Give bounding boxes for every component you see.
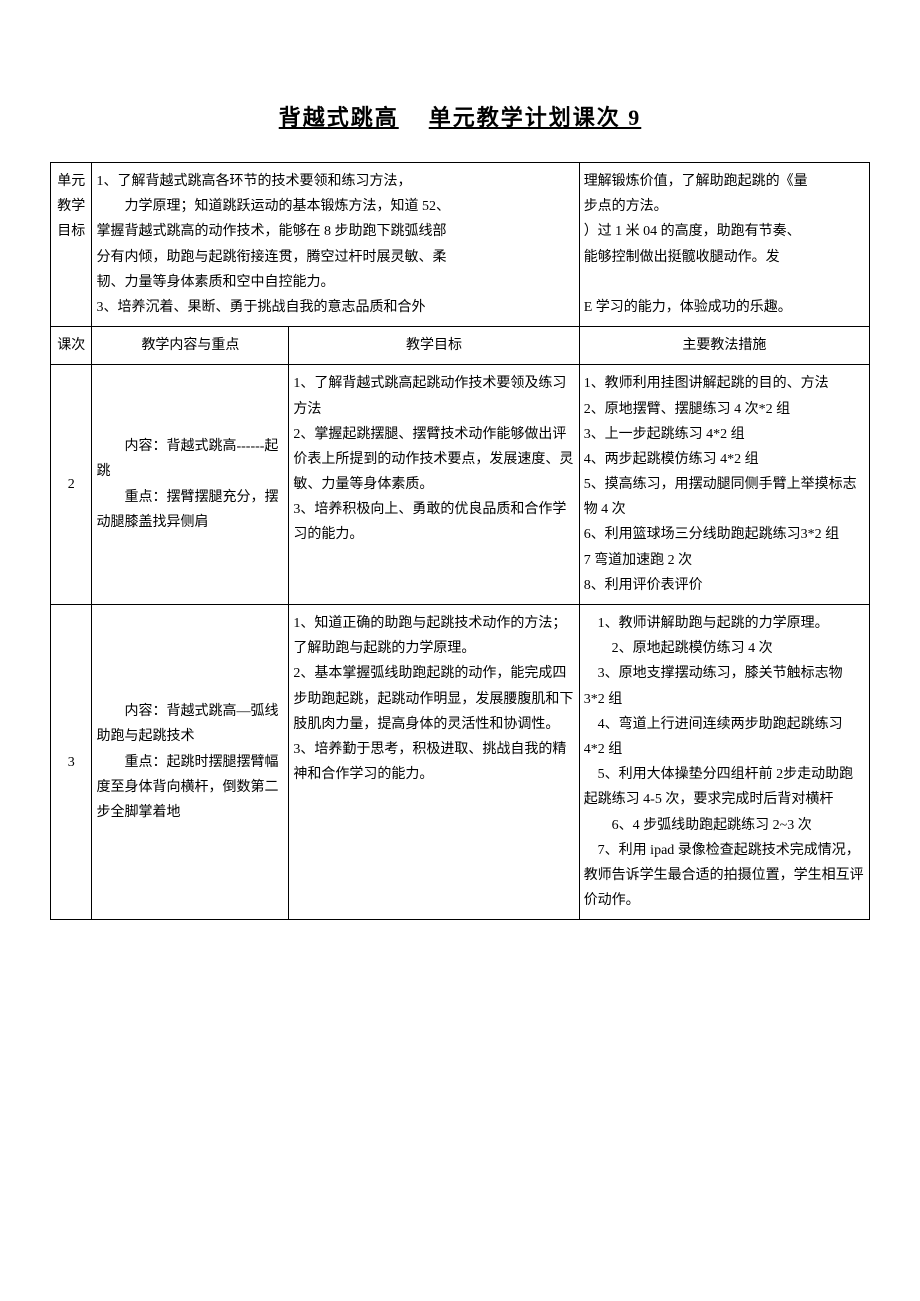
lesson-goal: 1、知道正确的助跑与起跳技术动作的方法；了解助跑与起跳的力学原理。 2、基本掌握… (289, 605, 579, 920)
lesson-method: 1、教师利用挂图讲解起跳的目的、方法 2、原地摆臂、摆腿练习 4 次*2 组 3… (579, 365, 869, 605)
header-row: 课次 教学内容与重点 教学目标 主要教法措施 (51, 327, 870, 365)
header-lesson: 课次 (51, 327, 92, 365)
unit-goal-left: 1、了解背越式跳高各环节的技术要领和练习方法， 力学原理；知道跳跃运动的基本锻炼… (92, 163, 579, 327)
title-part2: 单元教学计划课次 9 (429, 105, 642, 130)
lesson-number: 3 (51, 605, 92, 920)
table-row: 2 内容：背越式跳高------起跳 重点：摆臂摆腿充分，摆动腿膝盖找异侧肩 1… (51, 365, 870, 605)
unit-goal-label: 单元教学目标 (51, 163, 92, 327)
lesson-plan-table: 单元教学目标 1、了解背越式跳高各环节的技术要领和练习方法， 力学原理；知道跳跃… (50, 162, 870, 920)
header-content: 教学内容与重点 (92, 327, 289, 365)
unit-goal-row: 单元教学目标 1、了解背越式跳高各环节的技术要领和练习方法， 力学原理；知道跳跃… (51, 163, 870, 327)
title-part1: 背越式跳高 (279, 105, 399, 130)
lesson-content: 内容：背越式跳高------起跳 重点：摆臂摆腿充分，摆动腿膝盖找异侧肩 (92, 365, 289, 605)
page-title: 背越式跳高 单元教学计划课次 9 (50, 100, 870, 132)
unit-goal-right: 理解锻炼价值，了解助跑起跳的《量 步点的方法。 ）过 1 米 04 的高度，助跑… (579, 163, 869, 327)
lesson-goal: 1、了解背越式跳高起跳动作技术要领及练习方法 2、掌握起跳摆腿、摆臂技术动作能够… (289, 365, 579, 605)
lesson-content: 内容：背越式跳高—弧线助跑与起跳技术 重点：起跳时摆腿摆臂幅度至身体背向横杆，倒… (92, 605, 289, 920)
header-method: 主要教法措施 (579, 327, 869, 365)
table-row: 3 内容：背越式跳高—弧线助跑与起跳技术 重点：起跳时摆腿摆臂幅度至身体背向横杆… (51, 605, 870, 920)
header-goal: 教学目标 (289, 327, 579, 365)
lesson-method: 1、教师讲解助跑与起跳的力学原理。 2、原地起跳模仿练习 4 次 3、原地支撑摆… (579, 605, 869, 920)
lesson-number: 2 (51, 365, 92, 605)
